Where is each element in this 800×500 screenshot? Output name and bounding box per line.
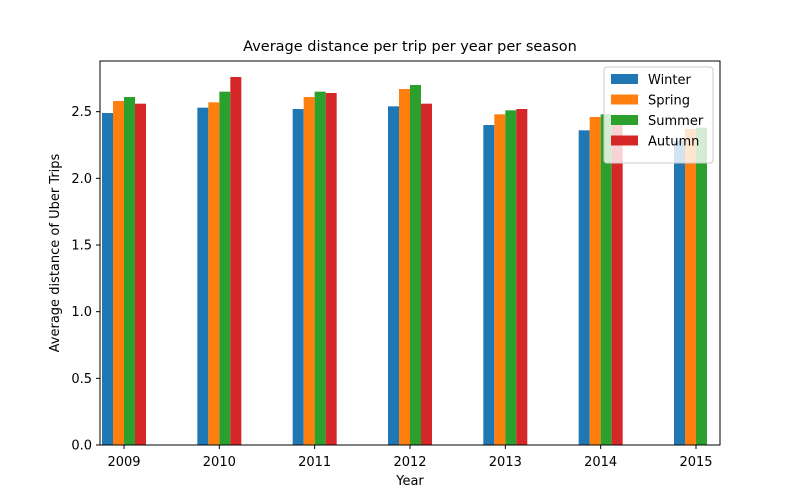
legend-swatch-winter: [611, 74, 638, 84]
bar-summer-2012: [410, 85, 421, 445]
x-tick-label: 2011: [298, 455, 331, 470]
bar-autumn-2014: [611, 119, 623, 446]
bar-spring-2009: [113, 101, 124, 445]
x-tick-label: 2013: [489, 455, 522, 470]
bar-autumn-2013: [516, 109, 528, 445]
bar-spring-2013: [494, 114, 506, 445]
axes-layer: 2009 2010 2011 2012 2013 2014 2015 0.0 0.5 1.0 1.5…: [71, 60, 721, 470]
bar-spring-2015: [685, 129, 696, 445]
y-tick-label: 1.5: [71, 239, 92, 254]
x-tick-label: 2014: [584, 455, 617, 470]
bar-summer-2015: [696, 127, 707, 446]
x-tick-label: 2009: [107, 455, 140, 470]
y-tick-label: 2.0: [71, 172, 92, 187]
bar-spring-2010: [208, 102, 220, 445]
bars-layer: [102, 77, 707, 446]
x-axis-label: Year: [395, 474, 424, 489]
bar-spring-2012: [399, 89, 410, 445]
y-tick-label: 0.0: [71, 439, 92, 454]
bar-summer-2010: [219, 91, 231, 446]
bar-winter-2012: [388, 106, 399, 445]
bar-spring-2014: [589, 117, 601, 445]
bar-autumn-2011: [325, 93, 337, 445]
legend-label-summer: Summer: [648, 114, 704, 129]
x-tick-label: 2012: [393, 455, 426, 470]
bar-autumn-2012: [421, 103, 432, 446]
bar-summer-2013: [505, 110, 517, 445]
bar-winter-2013: [483, 125, 495, 445]
legend: Winter Spring Summer Autumn: [603, 66, 714, 164]
legend-label-autumn: Autumn: [648, 135, 699, 150]
y-tick-label: 0.5: [71, 372, 92, 387]
y-axis-label: Average distance of Uber Trips: [48, 153, 63, 352]
x-tick-label: 2010: [203, 455, 236, 470]
chart-title: Average distance per trip per year per s…: [243, 39, 577, 55]
legend-swatch-spring: [611, 94, 638, 105]
bar-summer-2014: [600, 114, 612, 445]
bar-winter-2009: [102, 113, 113, 445]
bar-winter-2010: [197, 107, 209, 446]
legend-label-winter: Winter: [648, 73, 692, 88]
bar-summer-2011: [314, 91, 326, 446]
bar-winter-2014: [578, 130, 590, 445]
bar-winter-2015: [674, 141, 685, 445]
legend-swatch-autumn: [611, 135, 638, 146]
y-tick-label: 2.5: [71, 105, 92, 120]
bar-spring-2011: [303, 97, 315, 445]
x-tick-label: 2015: [679, 455, 712, 470]
y-tick-label: 1.0: [71, 305, 92, 320]
bar-summer-2009: [124, 97, 135, 445]
legend-swatch-summer: [611, 115, 638, 125]
legend-label-spring: Spring: [648, 94, 690, 109]
bar-autumn-2010: [230, 77, 242, 445]
bar-winter-2011: [292, 109, 304, 445]
bar-autumn-2009: [135, 103, 146, 446]
